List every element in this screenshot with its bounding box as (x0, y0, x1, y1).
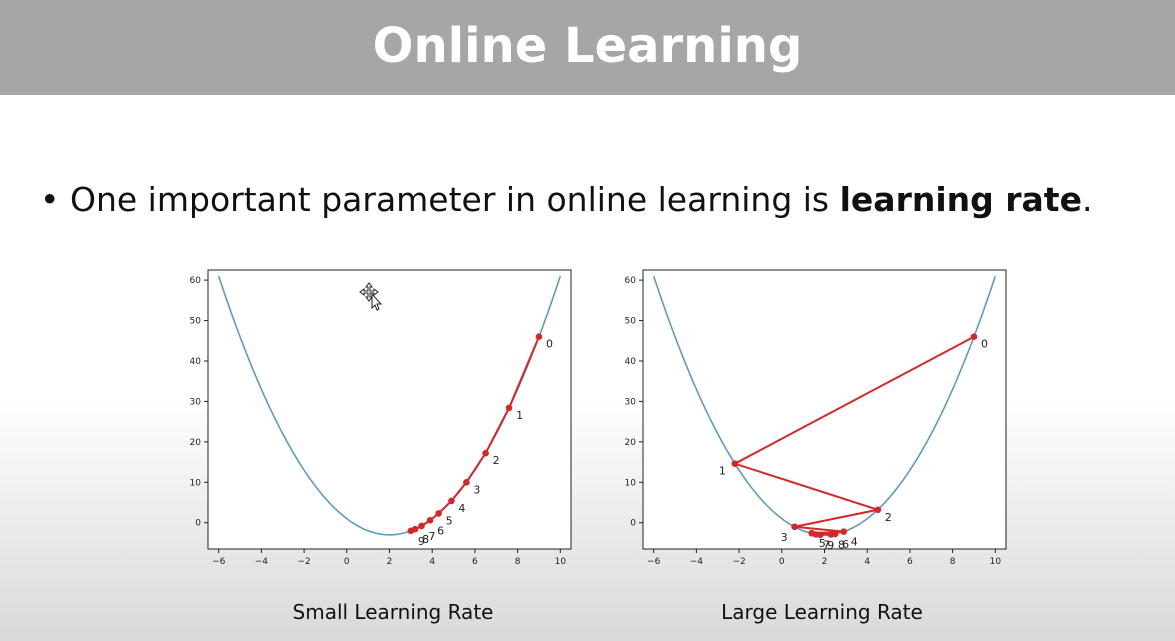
y-tick-label: 50 (625, 317, 637, 327)
point-label: 7 (429, 530, 436, 543)
point-label: 2 (493, 454, 500, 467)
bullet-text: One important parameter in online learni… (70, 180, 840, 219)
slide-title: Online Learning (372, 18, 803, 74)
point-label: 3 (781, 531, 788, 544)
y-tick-label: 50 (190, 317, 202, 327)
point-label: 0 (546, 338, 553, 351)
point-label: 4 (851, 536, 858, 549)
descent-point (827, 531, 835, 538)
plot-area (642, 269, 1007, 550)
descent-point (435, 510, 442, 517)
x-tick-label: 6 (472, 557, 478, 567)
descent-point (840, 528, 848, 535)
descent-point (731, 460, 739, 467)
descent-point (505, 404, 513, 412)
y-tick-label: 40 (190, 357, 202, 367)
descent-point (418, 522, 425, 530)
x-tick-label: −2 (732, 557, 745, 567)
descent-point (874, 506, 882, 514)
descent-point (816, 531, 824, 539)
move-cursor-icon (359, 282, 383, 311)
x-tick-label: −6 (647, 557, 661, 567)
x-tick-label: 4 (429, 557, 435, 567)
y-tick-label: 30 (190, 397, 202, 407)
point-label: 9 (418, 535, 425, 548)
bullet-icon: • (40, 180, 60, 219)
x-tick-label: 10 (990, 557, 1002, 567)
point-label: 0 (981, 338, 988, 351)
descent-point (535, 333, 543, 341)
y-tick-label: 30 (625, 397, 637, 407)
descent-point (463, 478, 470, 486)
point-label: 5 (819, 537, 826, 550)
point-label: 6 (437, 524, 444, 537)
bullet-point: • One important parameter in online learn… (40, 180, 1160, 219)
descent-point (482, 449, 489, 457)
x-tick-label: 0 (344, 557, 350, 567)
y-tick-label: 0 (195, 519, 201, 529)
x-tick-label: 6 (907, 557, 913, 567)
bullet-period: . (1081, 180, 1093, 219)
y-tick-label: 10 (625, 478, 637, 488)
point-label: 4 (458, 502, 465, 515)
descent-point (448, 497, 455, 505)
y-tick-label: 20 (625, 438, 637, 448)
y-tick-label: 10 (190, 478, 202, 488)
point-label: 2 (885, 511, 892, 524)
x-tick-label: −2 (297, 557, 310, 567)
x-tick-label: 4 (864, 557, 870, 567)
x-tick-label: 0 (779, 557, 785, 567)
descent-point (791, 523, 798, 531)
point-label: 8 (838, 538, 845, 551)
y-tick-label: 60 (625, 276, 637, 286)
point-label: 5 (446, 514, 453, 527)
y-tick-label: 0 (630, 519, 636, 529)
x-tick-label: −4 (255, 557, 269, 567)
descent-point (407, 527, 415, 535)
x-tick-label: 2 (822, 557, 828, 567)
point-label: 7 (823, 538, 830, 551)
x-tick-label: −4 (690, 557, 704, 567)
point-label: 9 (827, 539, 834, 552)
title-bar (0, 0, 1175, 95)
point-label: 3 (473, 483, 480, 496)
descent-point (970, 333, 978, 341)
caption-large-learning-rate: Large Learning Rate (721, 600, 923, 624)
descent-point (426, 516, 434, 524)
bullet-bold-text: learning rate (839, 180, 1082, 219)
descent-path (410, 336, 540, 532)
x-tick-label: 8 (515, 557, 521, 567)
point-label: 8 (422, 533, 429, 546)
y-tick-label: 20 (190, 438, 202, 448)
y-tick-label: 40 (625, 357, 637, 367)
y-tick-label: 60 (190, 276, 202, 286)
point-label: 1 (719, 465, 726, 478)
caption-small-learning-rate: Small Learning Rate (292, 600, 494, 624)
x-tick-label: 10 (555, 557, 567, 567)
x-tick-label: 2 (387, 557, 393, 567)
point-label: 6 (842, 538, 849, 551)
point-label: 1 (516, 409, 523, 422)
x-tick-label: 8 (950, 557, 956, 567)
x-tick-label: −6 (212, 557, 226, 567)
